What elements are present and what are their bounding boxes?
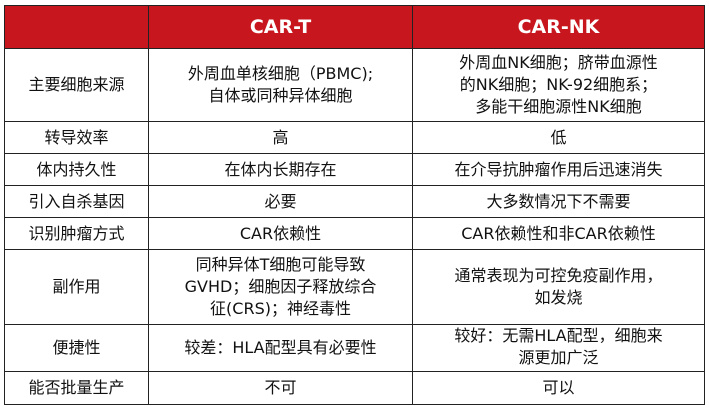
row-label: 转导效率 bbox=[4, 121, 149, 154]
row-label: 主要细胞来源 bbox=[4, 48, 149, 122]
table-row: 识别肿瘤方式 CAR依赖性 CAR依赖性和非CAR依赖性 bbox=[4, 217, 705, 250]
row-label: 副作用 bbox=[4, 249, 149, 325]
car-t-cell: 不可 bbox=[148, 371, 413, 405]
table-row: 引入自杀基因 必要 大多数情况下不需要 bbox=[4, 185, 705, 218]
row-label: 识别肿瘤方式 bbox=[4, 217, 149, 250]
row-label: 引入自杀基因 bbox=[4, 185, 149, 218]
table-row: 能否批量生产 不可 可以 bbox=[4, 371, 705, 405]
header-corner bbox=[4, 5, 149, 49]
car-nk-cell: 在介导抗肿瘤作用后迅速消失 bbox=[412, 153, 705, 186]
header-car-nk: CAR-NK bbox=[412, 5, 705, 49]
row-label: 体内持久性 bbox=[4, 153, 149, 186]
car-t-cell: 高 bbox=[148, 121, 413, 154]
table-row: 体内持久性 在体内长期存在 在介导抗肿瘤作用后迅速消失 bbox=[4, 153, 705, 186]
car-nk-cell: 较好：无需HLA配型，细胞来 源更加广泛 bbox=[412, 324, 705, 372]
table-row: 副作用 同种异体T细胞可能导致 GVHD；细胞因子释放综合 征(CRS)；神经毒… bbox=[4, 249, 705, 325]
table-row: 转导效率 高 低 bbox=[4, 121, 705, 154]
car-nk-cell: 通常表现为可控免疫副作用， 如发烧 bbox=[412, 249, 705, 325]
car-nk-cell: 低 bbox=[412, 121, 705, 154]
car-nk-cell: CAR依赖性和非CAR依赖性 bbox=[412, 217, 705, 250]
car-t-cell: 在体内长期存在 bbox=[148, 153, 413, 186]
row-label: 能否批量生产 bbox=[4, 371, 149, 405]
comparison-table: CAR-T CAR-NK 主要细胞来源 外周血单核细胞（PBMC); 自体或同种… bbox=[4, 5, 705, 405]
car-nk-cell: 外周血NK细胞；脐带血源性 的NK细胞；NK-92细胞系； 多能干细胞源性NK细… bbox=[412, 48, 705, 122]
car-t-cell: 同种异体T细胞可能导致 GVHD；细胞因子释放综合 征(CRS)；神经毒性 bbox=[148, 249, 413, 325]
header-row: CAR-T CAR-NK bbox=[4, 5, 705, 49]
car-nk-cell: 可以 bbox=[412, 371, 705, 405]
header-car-t: CAR-T bbox=[148, 5, 413, 49]
car-t-cell: CAR依赖性 bbox=[148, 217, 413, 250]
car-t-cell: 必要 bbox=[148, 185, 413, 218]
table-row: 主要细胞来源 外周血单核细胞（PBMC); 自体或同种异体细胞 外周血NK细胞；… bbox=[4, 48, 705, 122]
row-label: 便捷性 bbox=[4, 324, 149, 372]
car-t-cell: 外周血单核细胞（PBMC); 自体或同种异体细胞 bbox=[148, 48, 413, 122]
car-t-cell: 较差：HLA配型具有必要性 bbox=[148, 324, 413, 372]
car-nk-cell: 大多数情况下不需要 bbox=[412, 185, 705, 218]
table-row: 便捷性 较差：HLA配型具有必要性 较好：无需HLA配型，细胞来 源更加广泛 bbox=[4, 324, 705, 372]
